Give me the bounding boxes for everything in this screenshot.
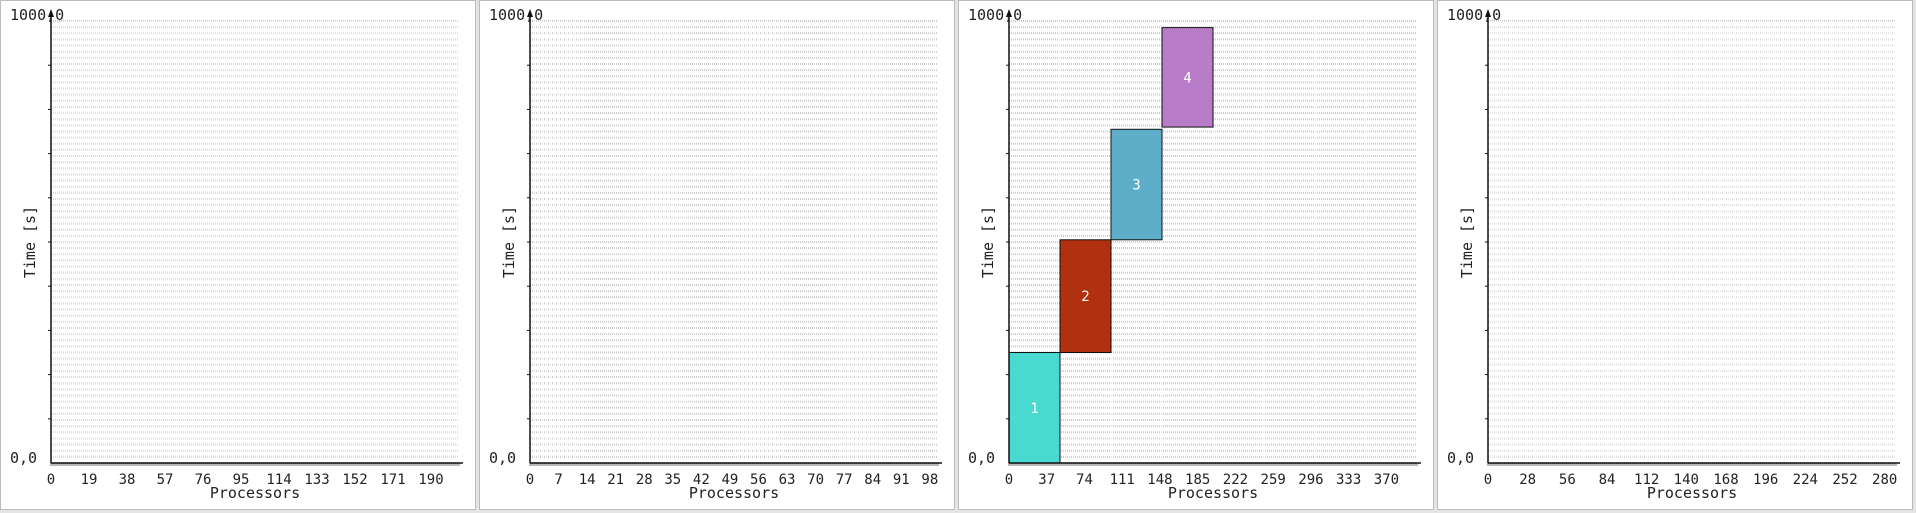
x-tick-label: 370 (1374, 472, 1399, 488)
chart-2: 1000,0 0,0 Time [s] 0 7 14 21 28 35 42 49 56 63 70 77 8… (489, 6, 942, 502)
x-tick-label: 114 (266, 472, 291, 488)
x-tick-label: 84 (1599, 472, 1616, 488)
y-axis-title: Time [s] (1458, 206, 1476, 278)
x-tick-label: 35 (664, 472, 681, 488)
x-tick-label: 190 (418, 472, 443, 488)
x-tick-label: 63 (779, 472, 796, 488)
x-tick-label: 76 (195, 472, 212, 488)
y-axis-arrow (1006, 9, 1012, 17)
chart-panel-3: 1 2 3 4 1000,0 0,0 Time [s] 0 37 74 111 148 185 222 25… (958, 0, 1434, 510)
x-tick-label: 28 (1519, 472, 1536, 488)
x-axis-title: Processors (210, 484, 300, 502)
x-axis-title: Processors (1168, 484, 1258, 502)
y-axis-arrow (1485, 9, 1491, 17)
x-tick-label: 70 (807, 472, 824, 488)
y-max-label: 1000,0 (1447, 6, 1501, 24)
chart-panel-4: 1000,0 0,0 Time [s] 0 28 56 84 112 140 168 196 224 2… (1437, 0, 1913, 510)
x-tick-label: 42 (693, 472, 710, 488)
chart-1: 1000,0 0,0 Time [s] 0 19 38 57 76 95 114 133 152 171… (10, 6, 463, 502)
y-axis-arrow (527, 9, 533, 17)
x-tick-label: 224 (1793, 472, 1818, 488)
x-tick-label: 0 (1005, 472, 1013, 488)
y-max-label: 1000,0 (968, 6, 1022, 24)
x-tick-label: 77 (836, 472, 853, 488)
x-tick-label: 49 (721, 472, 738, 488)
x-tick-label: 133 (304, 472, 329, 488)
x-tick-label: 171 (380, 472, 405, 488)
x-tick-label: 152 (342, 472, 367, 488)
x-tick-label: 280 (1872, 472, 1897, 488)
x-tick-label: 91 (893, 472, 910, 488)
x-tick-label: 111 (1110, 472, 1135, 488)
x-tick-label: 19 (81, 472, 98, 488)
x-tick-label: 21 (607, 472, 624, 488)
chart-3: 1 2 3 4 1000,0 0,0 Time [s] 0 37 74 111 148 185 222 25… (968, 6, 1421, 502)
job-4 (1161, 27, 1214, 128)
job-label-4: 4 (1183, 70, 1191, 86)
job-label-2: 2 (1081, 289, 1089, 305)
y-axis-arrow (48, 9, 54, 17)
chart-panel-1: 1000,0 0,0 Time [s] 0 19 38 57 76 95 114 133 152 171… (0, 0, 476, 510)
x-tick-label: 0 (526, 472, 534, 488)
x-tick-label: 333 (1336, 472, 1361, 488)
x-tick-label: 95 (233, 472, 250, 488)
job-label-1: 1 (1030, 401, 1038, 417)
x-axis-title: Processors (689, 484, 779, 502)
x-tick-label: 37 (1038, 472, 1055, 488)
chart-panel-2: 1000,0 0,0 Time [s] 0 7 14 21 28 35 42 49 56 63 70 77 8… (479, 0, 955, 510)
job-3 (1110, 128, 1163, 241)
job-2 (1059, 239, 1112, 353)
x-tick-label: 38 (119, 472, 136, 488)
y-min-label: 0,0 (10, 449, 37, 467)
x-tick-label: 14 (579, 472, 596, 488)
x-tick-label: 84 (864, 472, 881, 488)
y-axis-title: Time [s] (500, 206, 518, 278)
x-tick-label: 296 (1298, 472, 1323, 488)
x-tick-label: 148 (1147, 472, 1172, 488)
x-axis-title: Processors (1647, 484, 1737, 502)
y-min-label: 0,0 (968, 449, 995, 467)
y-max-label: 1000,0 (10, 6, 64, 24)
x-tick-label: 57 (157, 472, 174, 488)
x-tick-label: 168 (1713, 472, 1738, 488)
x-tick-label: 98 (921, 472, 938, 488)
chart-4: 1000,0 0,0 Time [s] 0 28 56 84 112 140 168 196 224 2… (1447, 6, 1900, 502)
x-tick-label: 185 (1185, 472, 1210, 488)
x-tick-label: 74 (1076, 472, 1093, 488)
x-tick-label: 56 (750, 472, 767, 488)
x-tick-label: 28 (636, 472, 653, 488)
x-tick-label: 112 (1634, 472, 1659, 488)
x-tick-label: 56 (1559, 472, 1576, 488)
x-tick-label: 0 (1484, 472, 1492, 488)
x-tick-label: 259 (1261, 472, 1286, 488)
y-min-label: 0,0 (1447, 449, 1474, 467)
x-tick-label: 140 (1674, 472, 1699, 488)
x-tick-label: 222 (1223, 472, 1248, 488)
x-tick-label: 196 (1753, 472, 1778, 488)
x-tick-label: 252 (1832, 472, 1857, 488)
y-max-label: 1000,0 (489, 6, 543, 24)
y-axis-title: Time [s] (979, 206, 997, 278)
job-1 (1008, 352, 1061, 464)
y-min-label: 0,0 (489, 449, 516, 467)
x-tick-label: 7 (554, 472, 562, 488)
x-tick-label: 0 (47, 472, 55, 488)
job-label-3: 3 (1132, 178, 1140, 194)
y-axis-title: Time [s] (21, 206, 39, 278)
